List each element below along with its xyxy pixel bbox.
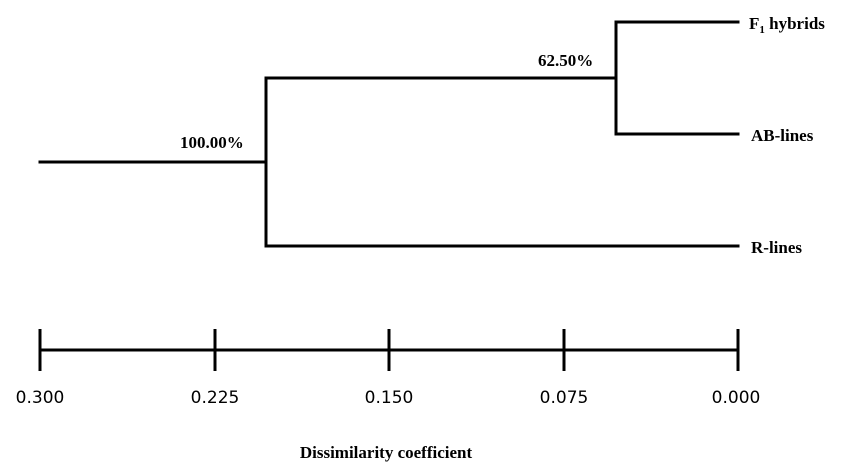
leaf-label-f1-hybrids: F1 hybrids: [749, 14, 825, 36]
leaf-label-r-lines: R-lines: [751, 238, 802, 257]
axis-title: Dissimilarity coefficient: [300, 443, 473, 462]
f1-subscript: 1: [759, 24, 765, 36]
f1-main: F: [749, 14, 759, 33]
tick-label-0-075: 0.075: [540, 388, 589, 408]
tick-label-0-150: 0.150: [365, 388, 414, 408]
leaf-label-ab-lines: AB-lines: [751, 126, 814, 145]
tick-label-0-300: 0.300: [16, 388, 65, 408]
branches: [38, 20, 740, 248]
node-100-label: 100.00%: [180, 133, 244, 152]
tick-label-0-000: 0.000: [712, 388, 761, 408]
f1-rest: hybrids: [765, 14, 825, 33]
scale-axis: 0.300 0.225 0.150 0.075 0.000: [16, 329, 761, 408]
tick-label-0-225: 0.225: [191, 388, 240, 408]
node-62-label: 62.50%: [538, 51, 593, 70]
